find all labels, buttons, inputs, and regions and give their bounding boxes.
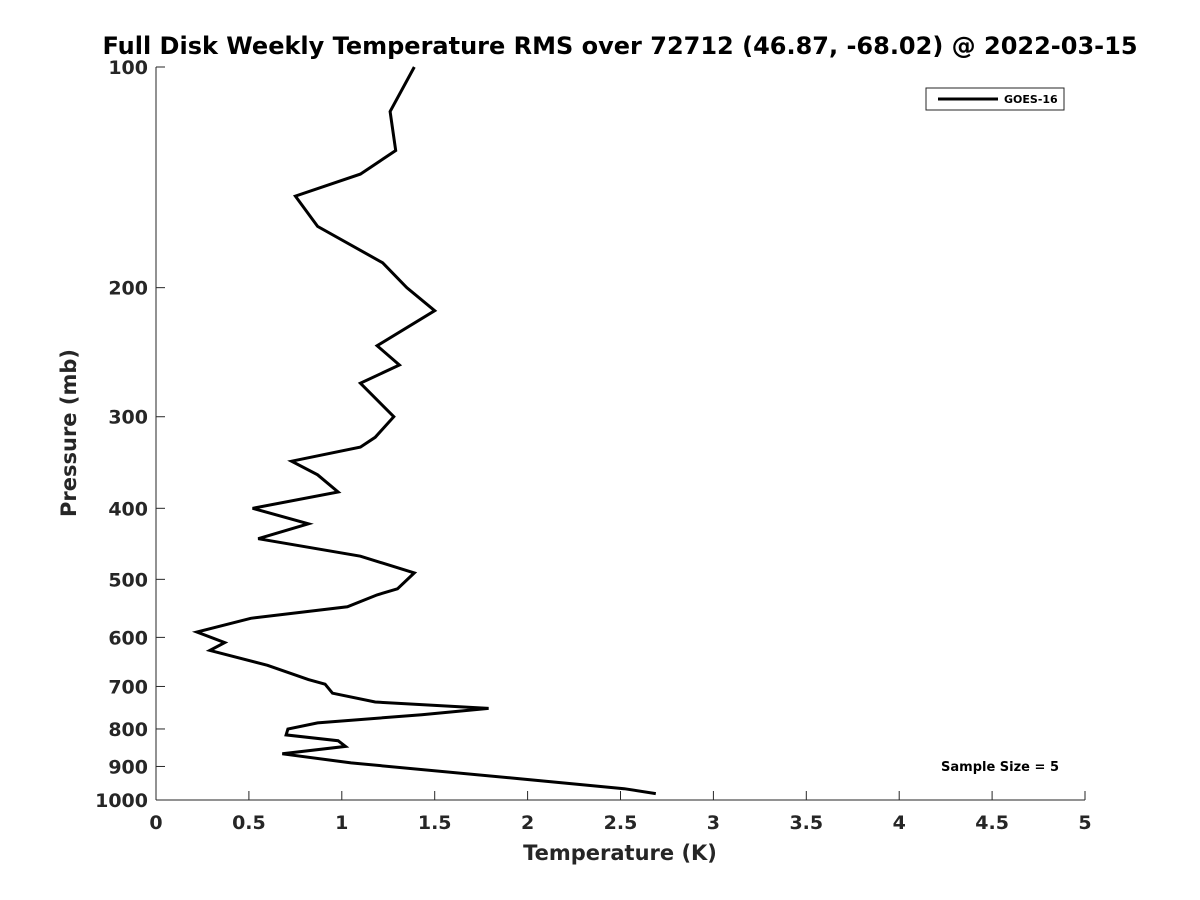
y-tick-label: 200 bbox=[108, 278, 148, 300]
x-tick-label: 1 bbox=[335, 812, 348, 834]
sample-size-annotation: Sample Size = 5 bbox=[941, 760, 1059, 775]
y-tick-label: 500 bbox=[108, 569, 148, 591]
y-tick-label: 100 bbox=[108, 57, 148, 79]
x-tick-label: 0 bbox=[149, 812, 162, 834]
x-tick-label: 3.5 bbox=[789, 812, 823, 834]
x-tick-label: 5 bbox=[1078, 812, 1091, 834]
y-tick-label: 400 bbox=[108, 498, 148, 520]
y-tick-label: 1000 bbox=[95, 790, 148, 812]
legend-label: GOES-16 bbox=[1004, 93, 1058, 106]
chart-title: Full Disk Weekly Temperature RMS over 72… bbox=[102, 32, 1137, 60]
y-tick-label: 800 bbox=[108, 719, 148, 741]
y-ticks: 100 200 300 400 500 600 700 800 900 1000 bbox=[95, 57, 165, 812]
y-tick-label: 900 bbox=[108, 756, 148, 778]
y-axis-label: Pressure (mb) bbox=[57, 349, 81, 517]
x-axis-label: Temperature (K) bbox=[523, 841, 717, 865]
y-tick-label: 700 bbox=[108, 676, 148, 698]
y-tick-label: 600 bbox=[108, 627, 148, 649]
x-tick-label: 0.5 bbox=[232, 812, 266, 834]
x-tick-label: 2 bbox=[521, 812, 534, 834]
x-tick-label: 3 bbox=[707, 812, 720, 834]
x-ticks: 0 0.5 1 1.5 2 2.5 3 3.5 4 4.5 5 bbox=[149, 791, 1092, 834]
x-tick-label: 2.5 bbox=[604, 812, 638, 834]
series-group bbox=[191, 66, 657, 796]
x-tick-label: 4.5 bbox=[975, 812, 1009, 834]
x-tick-label: 4 bbox=[893, 812, 906, 834]
series-line-goes-16 bbox=[191, 66, 657, 796]
x-tick-label: 1.5 bbox=[418, 812, 452, 834]
legend: GOES-16 bbox=[925, 87, 1065, 111]
y-tick-label: 300 bbox=[108, 407, 148, 429]
